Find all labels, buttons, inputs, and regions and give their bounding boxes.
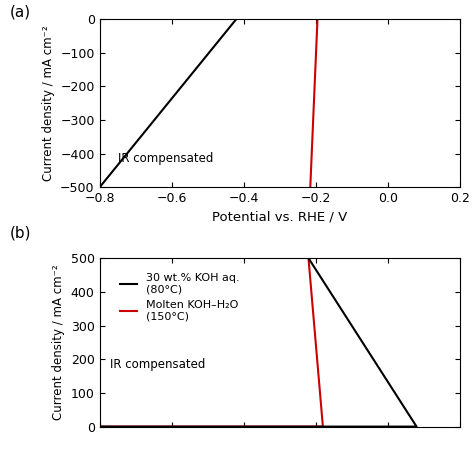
Text: IR compensated: IR compensated xyxy=(118,152,213,165)
Text: (b): (b) xyxy=(9,225,31,240)
Text: IR compensated: IR compensated xyxy=(110,358,206,371)
X-axis label: Potential vs. RHE / V: Potential vs. RHE / V xyxy=(212,211,347,224)
Y-axis label: Current density / mA cm⁻²: Current density / mA cm⁻² xyxy=(42,26,55,181)
Text: (a): (a) xyxy=(9,5,31,19)
Y-axis label: Current density / mA cm⁻²: Current density / mA cm⁻² xyxy=(52,264,65,420)
Legend: 30 wt.% KOH aq.
(80°C), Molten KOH–H₂O
(150°C): 30 wt.% KOH aq. (80°C), Molten KOH–H₂O (… xyxy=(116,269,244,327)
